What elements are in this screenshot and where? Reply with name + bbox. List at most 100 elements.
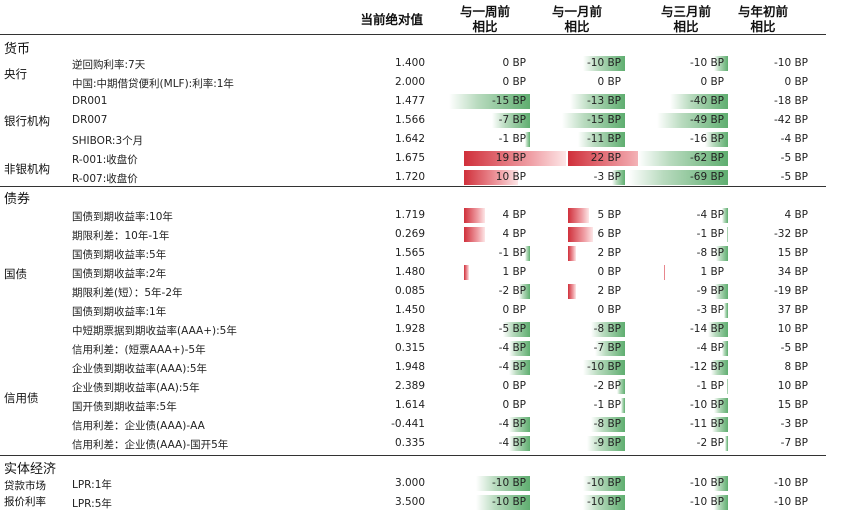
change-m1-cell: 2 BP xyxy=(532,246,625,261)
change-m1-cell: 6 BP xyxy=(532,227,625,242)
change-m1-bar xyxy=(583,360,625,375)
table-row: 信用利差：企业债(AAA)-AA -0.441 -4 BP -8 BP -11 BP -3… xyxy=(0,415,848,434)
change-m3-value: -49 BP xyxy=(689,114,724,126)
change-m1-bar xyxy=(568,227,593,242)
change-w1-bar xyxy=(519,284,530,299)
indicator-name: R-007:收盘价 xyxy=(72,173,138,185)
table-row: 中国:中期借贷便利(MLF):利率:1年 2.000 0 BP 0 BP 0 BP 0 B… xyxy=(0,73,848,92)
change-m1-bar xyxy=(612,170,625,185)
change-m3-cell: -1 BP xyxy=(628,227,728,242)
change-m3-cell: -16 BP xyxy=(628,132,728,147)
change-m3-cell: -8 BP xyxy=(628,246,728,261)
change-m3-cell: -11 BP xyxy=(628,417,728,432)
table-row: 信用利差：(短票AAA+)-5年 0.315 -4 BP -7 BP -4 BP -5 B… xyxy=(0,339,848,358)
change-m3-cell: -9 BP xyxy=(628,284,728,299)
change-ytd-cell: -5 BP xyxy=(728,151,812,166)
table-row: 期限利差(短）：5年-2年 0.085 -2 BP 2 BP -9 BP -19 BP xyxy=(0,282,848,301)
header-ytd-line1: 与年初前 xyxy=(737,4,788,19)
change-m1-value: -10 BP xyxy=(586,361,621,373)
change-m1-value: -8 BP xyxy=(593,418,621,430)
table-row: SHIBOR:3个月 1.642 -1 BP -11 BP -16 BP -4 BP xyxy=(0,130,848,149)
change-m3-bar xyxy=(712,417,728,432)
change-w1-cell: -2 BP xyxy=(428,284,530,299)
section-rule-bonds xyxy=(0,186,826,187)
change-w1-cell: -7 BP xyxy=(428,113,530,128)
change-m1-value: 22 BP xyxy=(590,152,621,164)
change-m1-cell: -10 BP xyxy=(532,56,625,71)
change-m1-bar xyxy=(591,417,625,432)
change-m3-bar xyxy=(628,170,728,185)
change-m3-value: -9 BP xyxy=(696,285,724,297)
current-value: 1.565 xyxy=(394,247,425,259)
table-row: 国开债到期收益率:5年 1.614 0 BP -1 BP -10 BP 15 BP xyxy=(0,396,848,415)
change-m1-value: 5 BP xyxy=(597,209,621,221)
group-central-bank: 央行 xyxy=(4,67,27,81)
change-w1-cell: -4 BP xyxy=(428,360,530,375)
change-w1-value: 0 BP xyxy=(502,304,526,316)
change-m1-bar xyxy=(617,379,625,394)
change-w1-bar xyxy=(476,495,530,510)
change-m3-value: -16 BP xyxy=(689,133,724,145)
table-row: LPR:1年 3.000 -10 BP -10 BP -10 BP -10 BP xyxy=(0,474,848,493)
current-value: 1.675 xyxy=(394,152,425,164)
indicator-name: 中短期票据到期收益率(AAA+):5年 xyxy=(72,325,237,337)
indicator-name: LPR:5年 xyxy=(72,498,112,510)
header-ytd: 与年初前 相比 xyxy=(718,4,808,34)
change-w1-value: -4 BP xyxy=(498,342,526,354)
change-ytd-cell: -10 BP xyxy=(728,56,812,71)
change-w1-bar xyxy=(509,360,530,375)
change-m3-cell: 0 BP xyxy=(628,75,728,90)
change-m3-value: -2 BP xyxy=(696,437,724,449)
current-value: 1.642 xyxy=(394,133,425,145)
change-m3-bar xyxy=(657,113,728,128)
change-w1-cell: -4 BP xyxy=(428,417,530,432)
header-ytd-line2: 相比 xyxy=(750,19,776,34)
change-m1-bar xyxy=(562,113,625,128)
change-ytd-value: -10 BP xyxy=(773,496,808,508)
change-w1-value: 0 BP xyxy=(502,57,526,69)
change-m3-value: -1 BP xyxy=(696,380,724,392)
change-m1-bar xyxy=(570,94,625,109)
change-m1-cell: 5 BP xyxy=(532,208,625,223)
change-m1-bar xyxy=(568,246,576,261)
change-m1-value: -10 BP xyxy=(586,477,621,489)
change-ytd-value: -19 BP xyxy=(773,285,808,297)
change-w1-cell: -4 BP xyxy=(428,341,530,356)
change-w1-cell: 0 BP xyxy=(428,303,530,318)
change-w1-cell: -1 BP xyxy=(428,132,530,147)
indicator-name: 信用利差：(短票AAA+)-5年 xyxy=(72,344,206,356)
change-m1-value: 2 BP xyxy=(597,285,621,297)
indicator-name: LPR:1年 xyxy=(72,479,112,491)
current-value: 1.948 xyxy=(394,361,425,373)
change-m1-bar xyxy=(583,56,625,71)
table-row: 信用利差：企业债(AAA)-国开5年 0.335 -4 BP -9 BP -2 BP -7… xyxy=(0,434,848,453)
change-m3-bar xyxy=(716,246,728,261)
change-m3-value: -1 BP xyxy=(696,228,724,240)
change-m1-cell: 0 BP xyxy=(532,75,625,90)
change-m1-bar xyxy=(578,132,625,147)
table-row: 企业债到期收益率(AA):5年 2.389 0 BP -2 BP -1 BP 10 BP xyxy=(0,377,848,396)
indicator-name: 企业债到期收益率(AAA):5年 xyxy=(72,363,208,375)
change-m3-cell: -12 BP xyxy=(628,360,728,375)
change-ytd-cell: -18 BP xyxy=(728,94,812,109)
change-w1-value: 0 BP xyxy=(502,76,526,88)
change-ytd-cell: -32 BP xyxy=(728,227,812,242)
header-week-line1: 与一周前 xyxy=(459,4,510,19)
change-m1-value: -7 BP xyxy=(593,342,621,354)
current-value: 0.335 xyxy=(394,437,425,449)
table-row: 逆回购利率:7天 1.400 0 BP -10 BP -10 BP -10 BP xyxy=(0,54,848,73)
indicator-name: 企业债到期收益率(AA):5年 xyxy=(72,382,200,394)
change-ytd-value: -10 BP xyxy=(773,477,808,489)
change-ytd-cell: 10 BP xyxy=(728,379,812,394)
indicator-name: 国债到期收益率:5年 xyxy=(72,249,167,261)
change-w1-cell: -10 BP xyxy=(428,495,530,510)
change-ytd-value: -18 BP xyxy=(773,95,808,107)
change-m3-cell: -69 BP xyxy=(628,170,728,185)
change-w1-value: -2 BP xyxy=(498,285,526,297)
change-m3-bar xyxy=(725,436,728,451)
change-ytd-value: -5 BP xyxy=(780,152,808,164)
table-row: DR001 1.477 -15 BP -13 BP -40 BP -18 BP xyxy=(0,92,848,111)
current-value: 2.389 xyxy=(394,380,425,392)
change-ytd-cell: 10 BP xyxy=(728,322,812,337)
change-ytd-value: 37 BP xyxy=(777,304,808,316)
